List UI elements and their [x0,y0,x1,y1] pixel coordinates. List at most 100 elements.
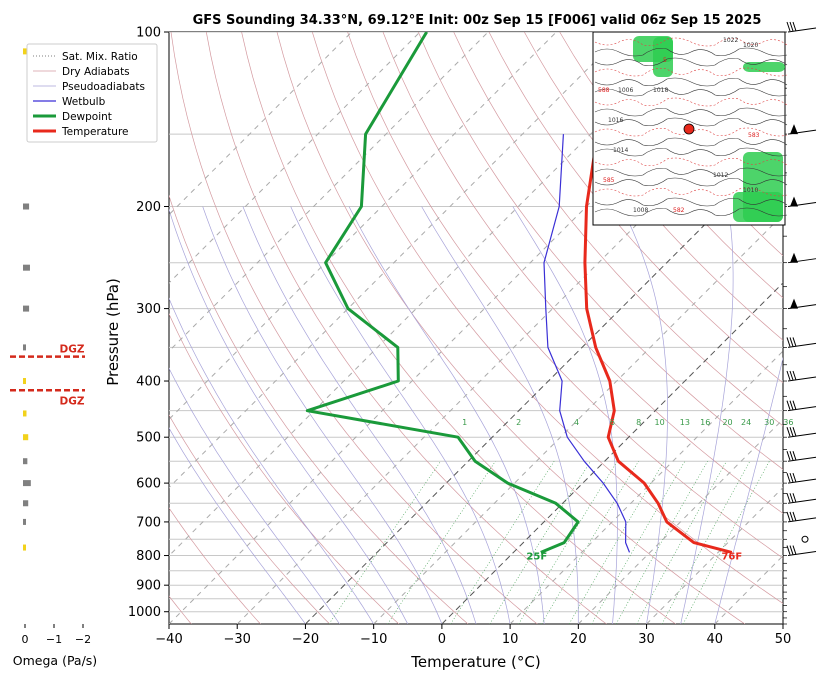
dry-adiabat [559,32,783,299]
mixing-ratio-label: 16 [700,418,710,427]
precip-area [653,37,673,77]
x-tick-label: −10 [360,632,387,647]
barb-flag [790,196,798,207]
x-tick-label: 10 [502,632,519,647]
barb-feather [786,451,791,461]
barb-feather [792,472,797,483]
inset-contour-label: 1014 [613,147,628,154]
pseudoadiabat [421,206,579,624]
dgz-label: DGZ [60,395,85,407]
omega-bar [23,458,28,465]
contour-line [594,57,788,67]
contour-line [594,137,788,147]
legend-label: Wetbulb [62,96,106,108]
dry-adiabat [347,32,783,559]
omega-xlabel: Omega (Pa/s) [13,653,97,668]
series-temperature-line [583,32,733,554]
dry-adiabat [170,32,538,624]
pseudoadiabat [621,206,668,624]
series-wetbulb-line [543,134,631,553]
mixing-ratio-line [518,461,618,624]
chart-title: GFS Sounding 34.33°N, 69.12°E Init: 00z … [193,13,762,28]
pseudoadiabat [169,208,409,624]
mixing-ratio-line [568,461,665,624]
inset-contour-label: 1020 [743,42,758,49]
omega-tick-label: 0 [22,633,29,646]
barb-feather [789,337,794,347]
inset-contour-label: 582 [673,207,685,214]
wind-barb [787,27,817,33]
contour-line [594,97,788,107]
inset-contour-label: 588 [598,87,610,94]
barb-feather [786,493,791,503]
mixing-ratio-label: 36 [783,418,793,427]
omega-bar [23,544,26,551]
x-tick-label: −20 [292,632,319,647]
y-tick-label: 600 [136,477,161,492]
series-dewpoint-line [305,32,580,554]
mixing-ratio-label: 30 [764,418,774,427]
inset-contour-label: 1022 [723,37,738,44]
inset-contour-label: 1016 [608,117,623,124]
contour-line [594,167,788,177]
omega-panel: 0 −1 −2 DGZ DGZ [10,32,91,646]
omega-bar [23,378,26,385]
omega-bar [23,410,27,417]
barb-feather [789,21,794,32]
pseudoadiabat [169,297,374,624]
legend-label: Dry Adiabats [62,66,130,78]
y-tick-label: 700 [136,515,161,530]
wind-barb [787,342,817,348]
contour-line [594,77,788,87]
contour-line [594,107,788,117]
contour-line [594,207,788,217]
inset-contour-label: 1010 [743,187,758,194]
x-tick-label: 50 [775,632,792,647]
dry-adiabat [523,32,783,341]
omega-bar [23,500,29,507]
barb-feather [786,21,791,32]
pseudoadiabat [169,427,306,624]
barb-feather [786,545,791,555]
contour-line [594,187,788,197]
y-tick-label: 500 [136,431,161,446]
contour-line [594,37,788,47]
dry-adiabat [807,32,829,624]
barb-feather [789,427,794,437]
mixing-ratio-label: 24 [741,418,751,427]
wind-barb [787,478,817,484]
barb-feather [792,545,797,555]
x-tick-label: 40 [707,632,724,647]
barb-flag [790,124,798,135]
omega-tick-label: −1 [46,633,62,646]
pseudoadiabat [169,367,340,624]
barb-feather [789,545,794,555]
precip-area [733,192,783,222]
dry-adiabat [382,32,783,514]
calm-circle [801,535,809,543]
barb-feather [792,337,797,347]
barb-feather [792,21,797,32]
x-axis-label: Temperature (°C) [410,653,540,671]
contour-line [594,147,788,157]
barb-feather [792,400,797,410]
y-tick-label: 800 [136,549,161,564]
inset-contour-label: 583 [748,132,760,139]
omega-bar [23,305,30,312]
mixing-ratio-label: 20 [722,418,732,427]
omega-bar [23,48,27,55]
inset-contour-label: 1008 [633,207,648,214]
dry-adiabat [169,414,330,624]
inset-contour-label: 1012 [713,172,728,179]
dry-adiabat [205,32,607,624]
barb-feather [786,400,791,410]
series-group [305,32,733,554]
barb-feather [792,370,797,381]
dry-adiabat [453,32,783,427]
dry-adiabat [169,507,261,624]
pseudoadiabat [202,206,443,624]
location-marker [683,123,695,135]
mixing-ratio-line [489,461,591,624]
barb-flag [790,298,798,309]
